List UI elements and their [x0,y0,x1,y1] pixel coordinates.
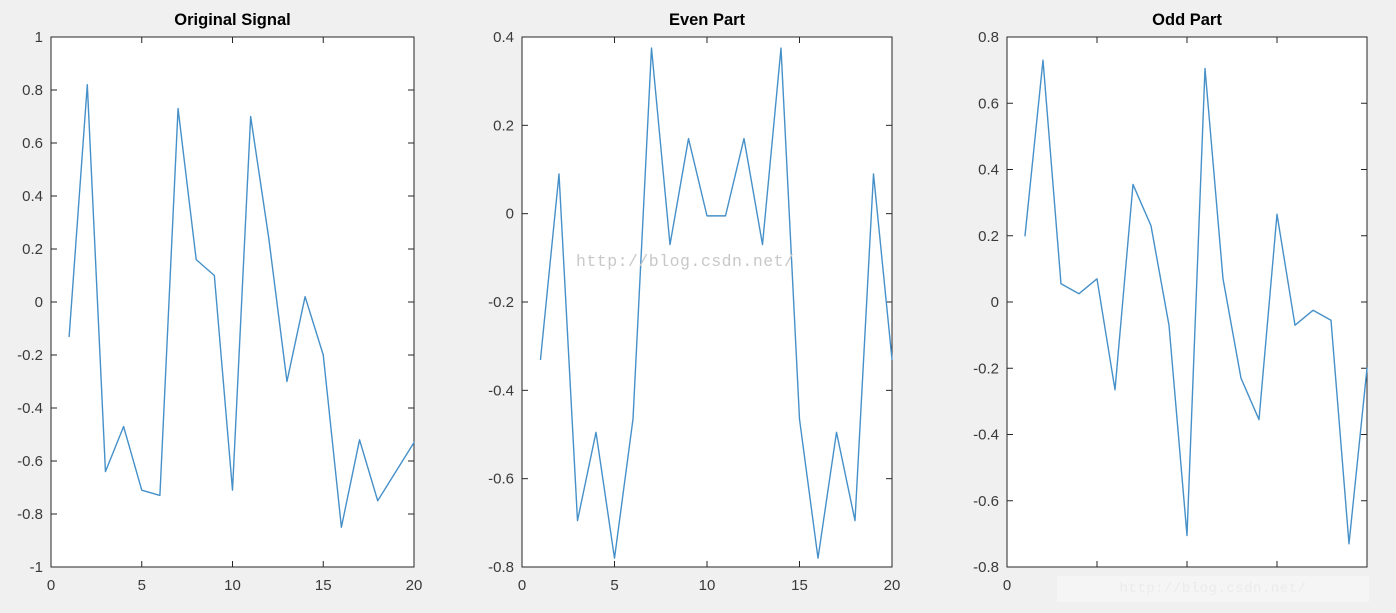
y-tick-label: -0.6 [488,471,514,488]
y-tick-label: -1 [30,559,43,576]
x-tick-label: 5 [138,577,146,594]
y-tick-label: -0.8 [488,559,514,576]
y-tick-label: -0.6 [973,493,999,510]
x-tick-label: 15 [791,577,808,594]
y-tick-label: 0 [35,294,43,311]
y-tick-label: 0.2 [22,241,43,258]
x-tick-label: 20 [406,577,423,594]
y-tick-label: -0.2 [973,360,999,377]
plot-0: 0 5 10 15 20 1 0.8 0.6 0.4 0.2 0 -0.2 -0.4 -0.6 -0.8 -1 [17,29,422,594]
y-tick-label: 0.8 [978,29,999,46]
y-tick-label: 0.8 [22,82,43,99]
y-tick-label: -0.4 [17,400,43,417]
x-tick-label: 0 [1003,577,1011,594]
plot-title-original-signal: Original Signal [174,11,291,29]
axes-box [521,36,893,568]
y-tick-label: -0.2 [17,347,43,364]
x-tick-label: 5 [610,577,618,594]
y-tick-label: 0.4 [978,162,999,179]
signal-line [539,47,893,559]
y-tick-label: 0.2 [493,117,514,134]
y-tick-label: 0.6 [978,95,999,112]
y-tick-label: 0.2 [978,228,999,245]
y-tick-label: -0.4 [973,427,999,444]
y-tick-label: -0.4 [488,382,514,399]
y-tick-label: -0.8 [17,506,43,523]
x-tick-label: 20 [884,577,901,594]
y-tick-label: 0 [506,206,514,223]
signal-line [1024,59,1368,545]
y-tick-label: 0.4 [493,29,514,46]
plot-2: 0 0.8 0.6 0.4 0.2 0 -0.2 -0.4 -0.6 -0.8 [973,29,1368,594]
x-tick-label: 10 [699,577,716,594]
plot-title-odd-part: Odd Part [1152,11,1222,29]
plot-1: 0 5 10 15 20 0.4 0.2 0 -0.2 -0.4 -0.6 -0.8 [488,29,900,594]
x-tick-label: 15 [315,577,332,594]
y-tick-label: 1 [35,29,43,46]
x-tick-label: 10 [224,577,241,594]
x-tick-label: 0 [518,577,526,594]
plot-title-even-part: Even Part [668,11,746,29]
y-tick-label: 0.6 [22,135,43,152]
y-tick-label: -0.2 [488,294,514,311]
axes-box [1006,36,1368,568]
x-tick-label: 0 [47,577,55,594]
y-tick-label: -0.6 [17,453,43,470]
y-tick-label: -0.8 [973,559,999,576]
signal-line [68,83,415,528]
y-tick-label: 0 [991,294,999,311]
y-tick-label: 0.4 [22,188,43,205]
